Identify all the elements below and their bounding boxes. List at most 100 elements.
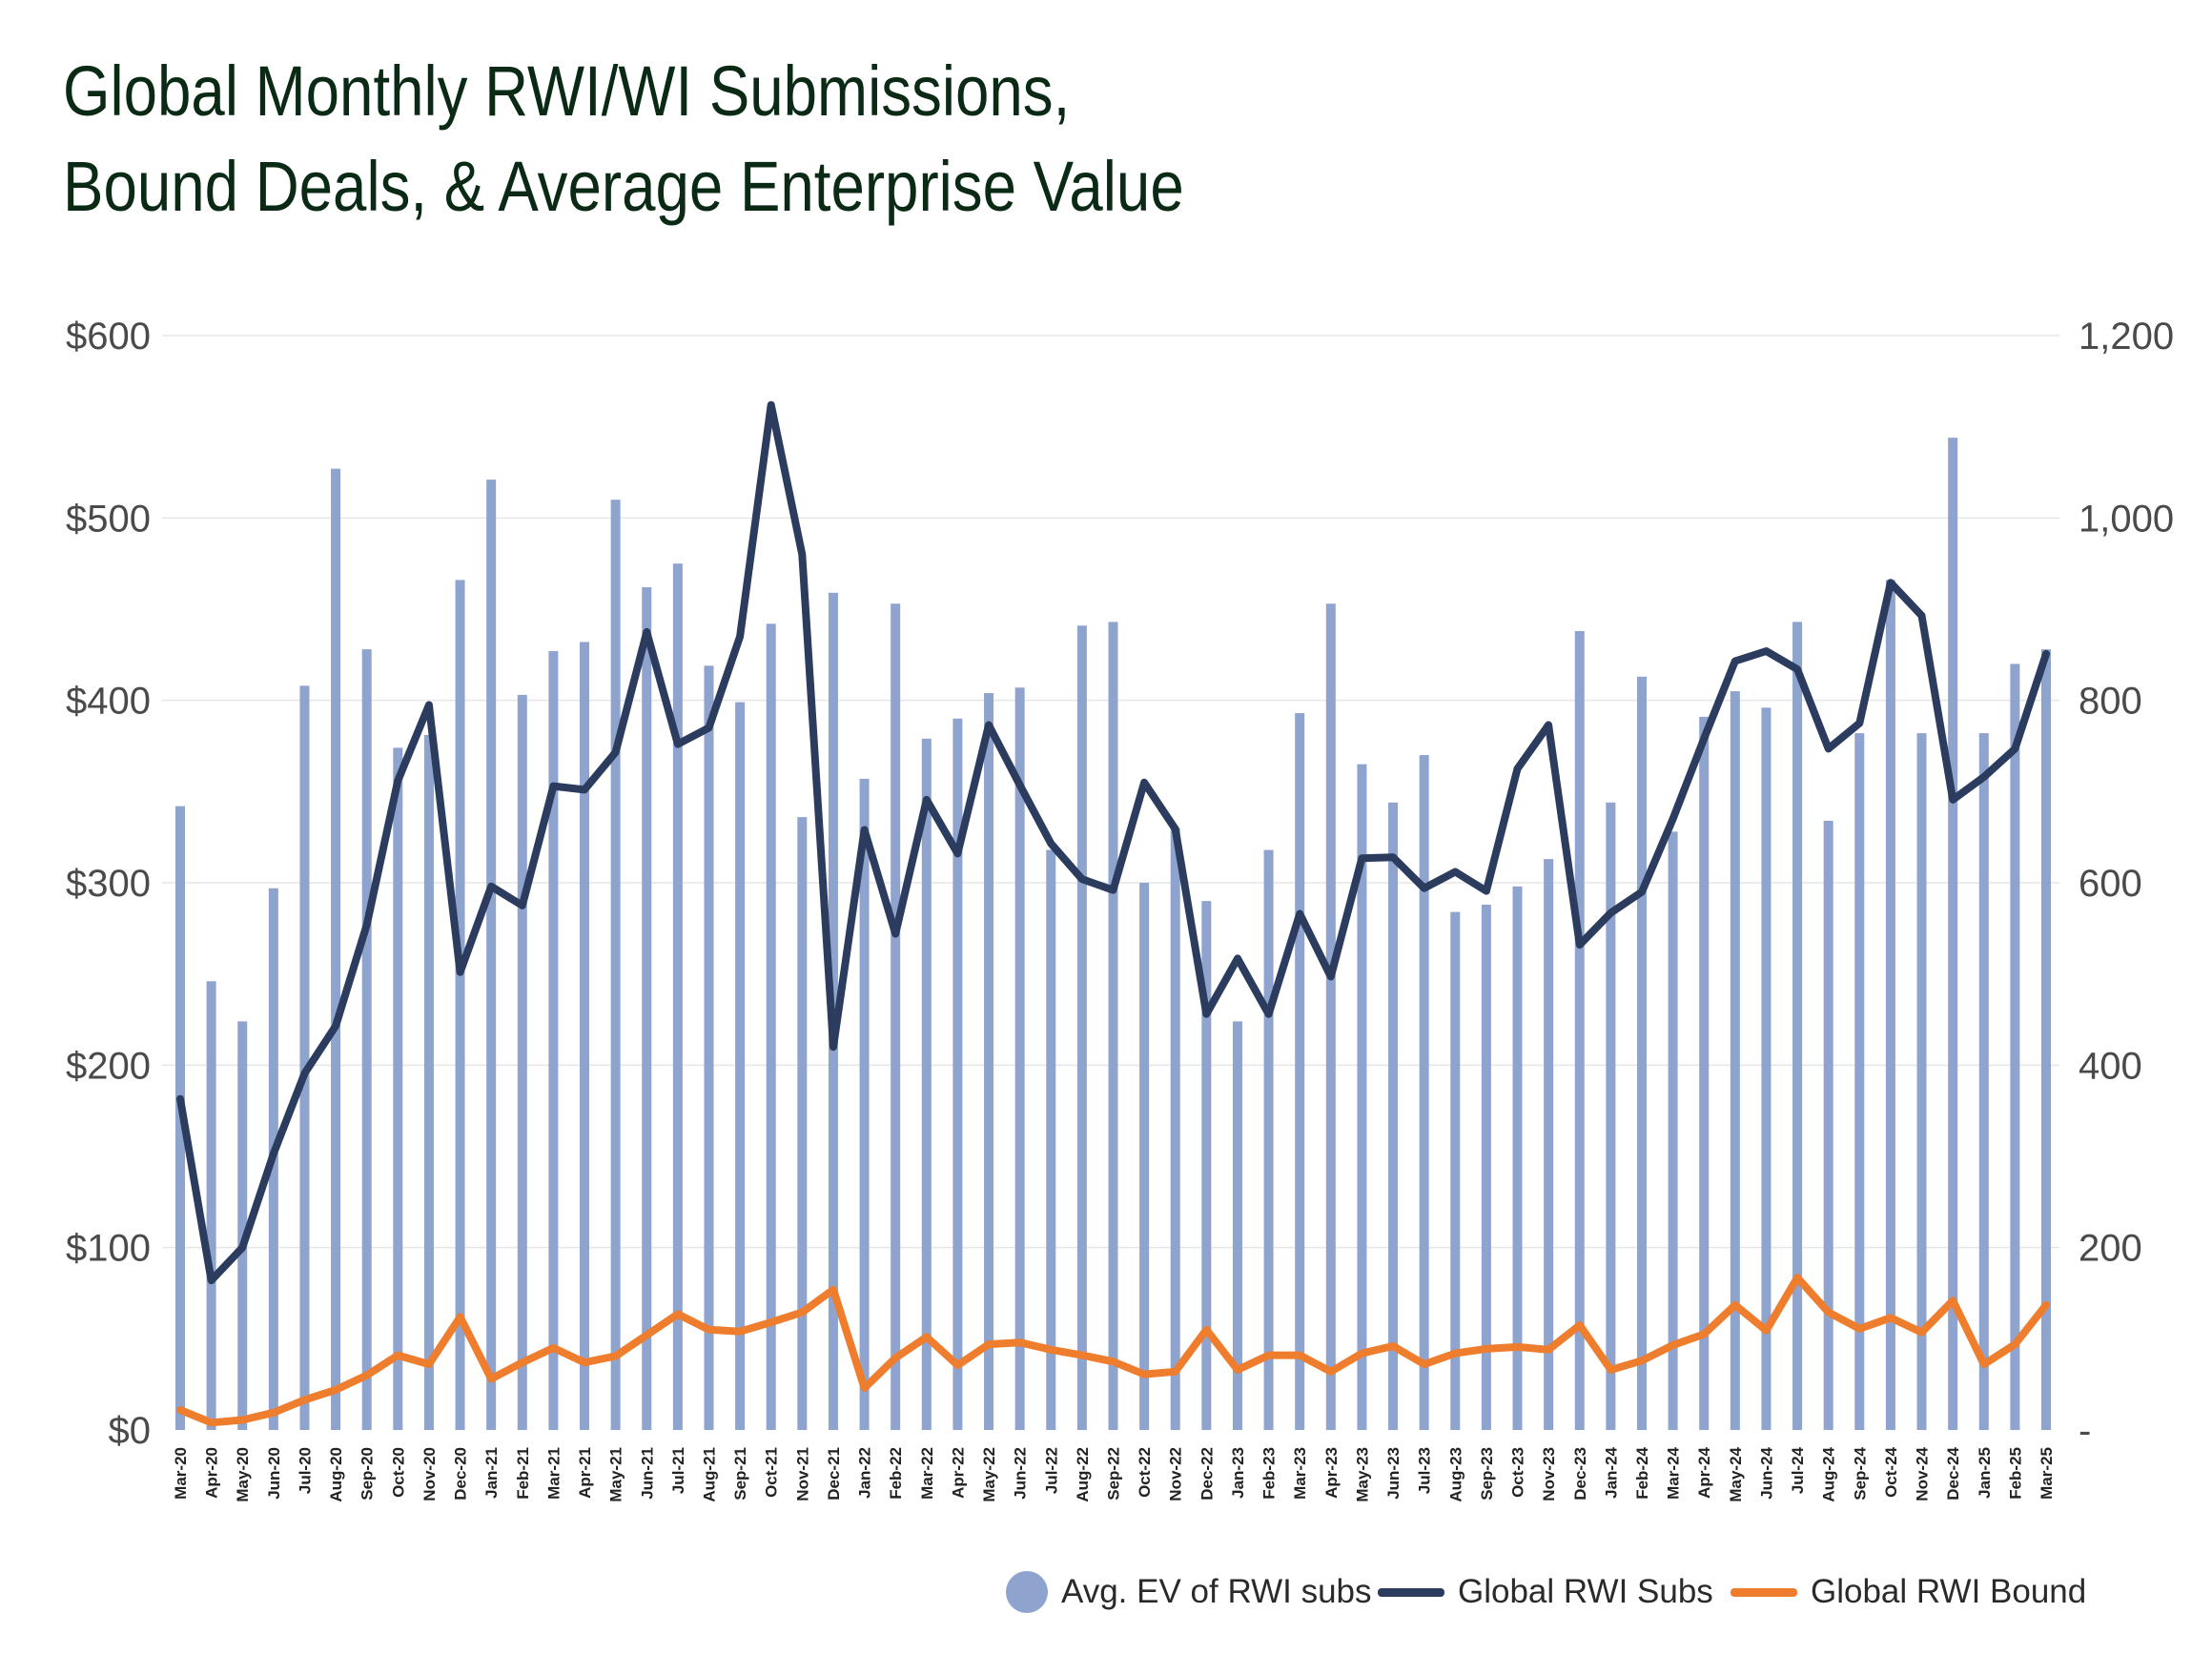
ev-bar — [1419, 755, 1429, 1430]
ev-bar — [797, 817, 808, 1430]
x-tick-label: Nov-22 — [1167, 1447, 1185, 1501]
ev-bar — [1512, 886, 1523, 1430]
x-tick-label: Jan-25 — [1976, 1447, 1994, 1499]
ev-bar — [1295, 713, 1305, 1430]
ev-bar — [610, 500, 621, 1430]
ev-bar — [1450, 911, 1461, 1430]
ev-bar — [921, 738, 932, 1430]
ev-bar — [1978, 733, 1989, 1430]
ev-bar — [1948, 438, 1958, 1430]
x-axis-ticks: Mar-20 Apr-20 May-20 Jun-20 Jul-20 Aug-20 Sep-… — [172, 1446, 2056, 1501]
x-tick-label: Oct-22 — [1136, 1447, 1154, 1498]
ev-bar — [735, 702, 746, 1430]
x-tick-label: Mar-22 — [918, 1447, 936, 1500]
ev-bar — [1046, 849, 1056, 1430]
ev-bar — [237, 1021, 248, 1430]
ev-bar — [766, 623, 776, 1430]
ev-bar — [1481, 904, 1491, 1430]
ev-bar — [1076, 625, 1087, 1430]
ev-bar — [548, 651, 559, 1430]
legend-subs: Global RWI Subs — [1378, 1563, 1713, 1621]
x-tick-label: Mar-21 — [544, 1447, 563, 1500]
chart-title-line-1: Global Monthly RWI/WI Submissions, — [63, 51, 1071, 131]
ev-bar — [1170, 827, 1180, 1430]
legend-subs-swatch — [1378, 1587, 1444, 1597]
right-tick-label: 600 — [2079, 863, 2142, 905]
x-tick-label: May-24 — [1727, 1446, 1745, 1501]
x-tick-label: Apr-24 — [1695, 1446, 1713, 1498]
ev-bar — [891, 603, 901, 1430]
series-lines — [176, 400, 2050, 1427]
x-tick-label: Mar-25 — [2038, 1447, 2056, 1500]
x-tick-label: Jan-23 — [1229, 1447, 1247, 1499]
x-tick-label: Aug-22 — [1074, 1447, 1092, 1502]
x-tick-label: Nov-23 — [1540, 1447, 1558, 1501]
x-tick-label: Dec-24 — [1944, 1446, 1962, 1500]
ev-bar — [952, 718, 963, 1430]
ev-bar — [1854, 733, 1865, 1430]
x-tick-label: Feb-25 — [2006, 1447, 2024, 1500]
x-tick-label: Jan-24 — [1602, 1446, 1620, 1498]
ev-bar — [1823, 820, 1833, 1430]
ev-bar — [206, 981, 216, 1430]
x-tick-label: Nov-21 — [793, 1447, 811, 1501]
x-tick-label: Apr-21 — [576, 1447, 594, 1499]
x-tick-label: Apr-22 — [949, 1447, 967, 1499]
right-tick-label: 400 — [2079, 1045, 2142, 1087]
x-tick-label: Aug-23 — [1446, 1447, 1464, 1502]
ev-bar — [1574, 630, 1585, 1430]
x-tick-label: May-20 — [234, 1447, 252, 1502]
ev-bar — [1699, 716, 1710, 1430]
x-tick-label: Jan-21 — [482, 1447, 501, 1499]
chart-title-line-2: Bound Deals, & Average Enterprise Value — [63, 147, 1184, 226]
left-tick-label: $200 — [66, 1045, 151, 1087]
right-axis-ticks: - 200 400 600 800 1,000 1,200 — [2079, 316, 2174, 1452]
x-tick-label: Jul-21 — [669, 1447, 687, 1494]
ev-bar — [1761, 707, 1772, 1430]
left-tick-label: $400 — [66, 681, 151, 723]
x-tick-label: Jun-22 — [1012, 1447, 1030, 1500]
ev-bar — [1357, 764, 1367, 1430]
bound-series-line — [176, 1274, 2050, 1427]
right-tick-label: 1,200 — [2079, 316, 2174, 357]
ev-bar — [1544, 859, 1554, 1430]
x-tick-label: Feb-24 — [1633, 1446, 1651, 1499]
x-tick-label: Jan-22 — [856, 1447, 874, 1499]
ev-bar — [580, 642, 590, 1430]
left-tick-label: $600 — [66, 316, 151, 357]
x-tick-label: May-23 — [1353, 1447, 1371, 1502]
x-tick-label: Apr-20 — [203, 1447, 221, 1499]
ev-bar — [1885, 580, 1895, 1430]
left-axis-ticks: $0 $100 $200 $300 $400 $500 $600 — [66, 316, 151, 1452]
ev-bar — [1325, 603, 1336, 1430]
ev-bar — [299, 685, 310, 1430]
legend-bound-label: Global RWI Bound — [1811, 1573, 2087, 1610]
ev-bar — [1730, 691, 1740, 1430]
x-tick-label: Feb-23 — [1260, 1447, 1279, 1500]
ev-bar — [1668, 831, 1678, 1430]
x-tick-label: Feb-21 — [514, 1447, 532, 1500]
x-tick-label: Dec-20 — [452, 1447, 470, 1501]
ev-bars — [175, 438, 2051, 1430]
legend-ev: Avg. EV of RWI subs — [1006, 1563, 1372, 1621]
ev-bar — [1139, 883, 1150, 1430]
x-tick-label: Feb-22 — [887, 1447, 905, 1500]
x-tick-label: Sep-22 — [1105, 1447, 1123, 1501]
x-tick-label: Nov-20 — [420, 1447, 439, 1501]
ev-bar — [423, 735, 434, 1430]
ev-bar — [1201, 901, 1212, 1430]
x-tick-label: Aug-21 — [701, 1447, 719, 1502]
x-tick-label: Jun-24 — [1758, 1446, 1776, 1499]
legend-bound-swatch — [1731, 1587, 1797, 1597]
x-tick-label: Mar-23 — [1291, 1447, 1309, 1500]
legend-subs-label: Global RWI Subs — [1458, 1573, 1713, 1610]
x-tick-label: Aug-24 — [1820, 1446, 1838, 1501]
ev-bar — [1263, 849, 1274, 1430]
ev-bar — [2041, 649, 2051, 1430]
x-tick-label: Oct-20 — [389, 1447, 407, 1498]
subs-series-line — [176, 400, 2050, 1285]
ev-bar — [704, 665, 714, 1430]
ev-bar — [1014, 687, 1025, 1430]
ev-bar — [642, 587, 652, 1430]
